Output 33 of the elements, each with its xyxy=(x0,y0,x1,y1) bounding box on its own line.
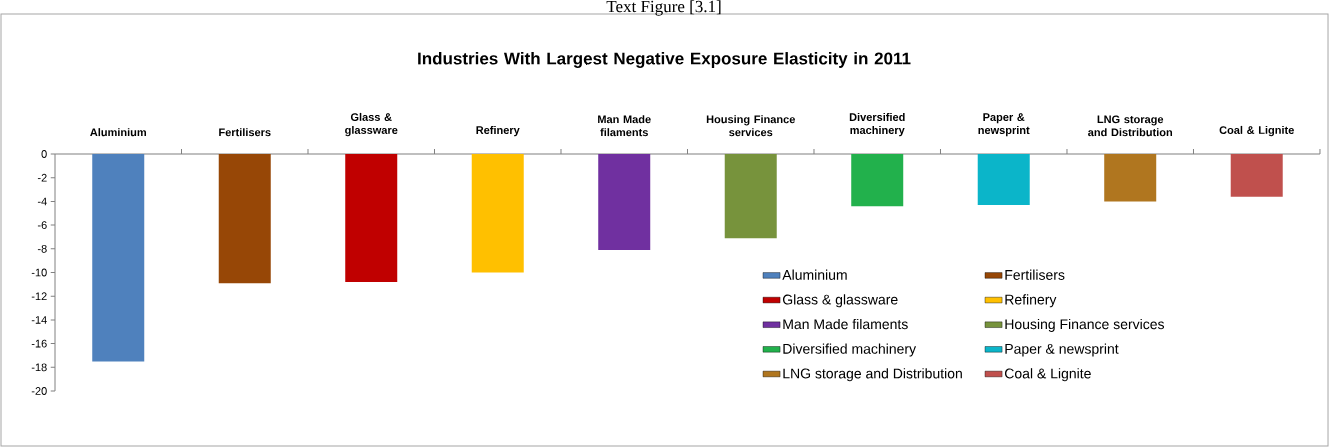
x-tick-label: Coal & Lignite xyxy=(1219,125,1294,137)
legend-label: Diversified machinery xyxy=(783,343,917,357)
x-tick-label: Fertilisers xyxy=(219,128,271,137)
x-tick-label: Aluminium xyxy=(90,128,146,137)
x-tick-label: LNG storage and Distribution xyxy=(1088,115,1173,137)
x-tick-label: Man Made filaments xyxy=(598,115,651,137)
x-tick-label: Refinery xyxy=(476,125,520,137)
x-tick-label: Diversified machinery xyxy=(849,112,905,137)
y-tick-label: -18 xyxy=(31,363,47,372)
y-tick-label: -16 xyxy=(31,339,47,348)
x-tick-label: Paper & newsprint xyxy=(978,113,1030,137)
legend-label: Housing Finance services xyxy=(1005,318,1165,332)
text: Text Figure [3.1] xyxy=(606,0,721,16)
legend-label: Fertilisers xyxy=(1005,269,1065,280)
legend-label: Coal & Lignite xyxy=(1004,368,1091,382)
legend-label: LNG storage and Distribution xyxy=(783,368,962,382)
y-tick-label: -8 xyxy=(37,244,47,253)
y-tick-label: 0 xyxy=(41,150,47,158)
x-tick-label: Glass & glassware xyxy=(345,112,398,137)
y-tick-label: -14 xyxy=(31,316,47,324)
y-tick-label: -12 xyxy=(31,292,47,301)
y-tick-label: -2 xyxy=(37,173,47,182)
legend-label: Glass & glassware xyxy=(782,294,898,308)
y-tick-label: -4 xyxy=(37,197,47,206)
chart-title: Industries With Largest Negative Exposure Elasticity in 2011 xyxy=(418,52,911,68)
y-tick-label: -20 xyxy=(31,387,47,395)
x-tick-label: Housing Finance services xyxy=(706,115,795,137)
legend-label: Refinery xyxy=(1005,294,1057,308)
legend-label: Aluminium xyxy=(782,269,847,280)
legend-label: Man Made filaments xyxy=(783,318,908,330)
y-tick-label: -10 xyxy=(31,268,47,277)
legend-label: Paper & newsprint xyxy=(1005,343,1119,357)
y-tick-label: -6 xyxy=(37,221,47,229)
